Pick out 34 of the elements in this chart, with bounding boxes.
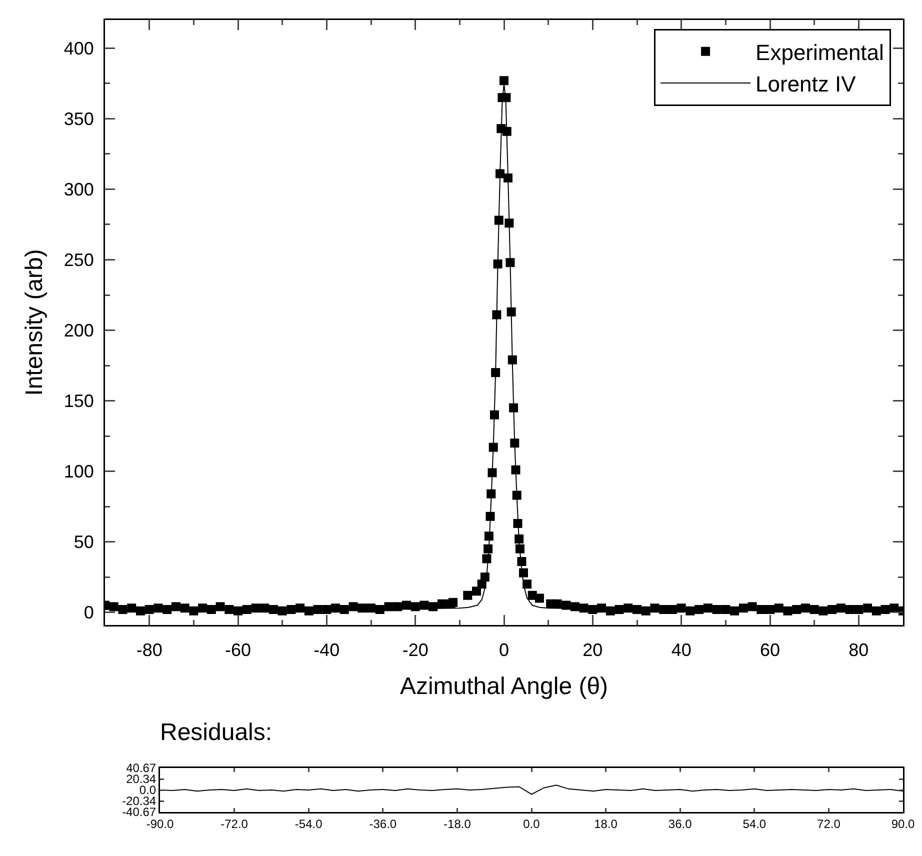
y-tick-label: 150 [64, 391, 94, 412]
x-tick-label: -20 [402, 640, 428, 660]
x-tick-label: -60 [224, 640, 252, 660]
y-tick-label: 300 [64, 180, 94, 200]
y-tick-label: 250 [64, 250, 94, 270]
x-tick-label: 20 [582, 640, 603, 660]
y-tick-label: 0 [84, 602, 94, 623]
x-tick-label: -36.0 [369, 816, 397, 831]
x-tick-label: 40 [671, 640, 692, 660]
x-tick-label: -40 [314, 640, 340, 660]
x-tick-label: 54.0 [742, 816, 766, 831]
x-tick-label: -54.0 [294, 816, 323, 831]
x-tick-label: 18.0 [594, 816, 618, 831]
x-tick-label: 72.0 [817, 816, 841, 831]
y-tick-label: 350 [64, 109, 94, 130]
x-tick-label: 80 [848, 640, 869, 660]
x-tick-label: -18.0 [444, 816, 472, 831]
x-tick-label: 90.0 [891, 816, 915, 831]
y-tick-label: 50 [74, 532, 94, 552]
x-tick-label: 60 [760, 640, 780, 660]
y-tick-label: 100 [64, 462, 94, 482]
legend-label: Lorentz IV [756, 72, 856, 97]
legend-label: Experimental [756, 40, 884, 65]
x-tick-label: -90.0 [146, 816, 174, 831]
chart-title: Residuals: [160, 719, 272, 746]
x-tick-label: 36.0 [668, 816, 692, 831]
x-tick-label: 0 [498, 640, 510, 660]
x-tick-label: -72.0 [220, 816, 248, 831]
y-axis-title: Intensity (arb) [21, 249, 48, 396]
x-tick-label: 0.0 [523, 816, 540, 831]
x-axis-title: Azimuthal Angle (θ) [400, 673, 608, 700]
x-tick-label: -80 [136, 640, 162, 660]
y-tick-label: 200 [64, 320, 94, 341]
y-tick-label: 400 [64, 38, 94, 59]
